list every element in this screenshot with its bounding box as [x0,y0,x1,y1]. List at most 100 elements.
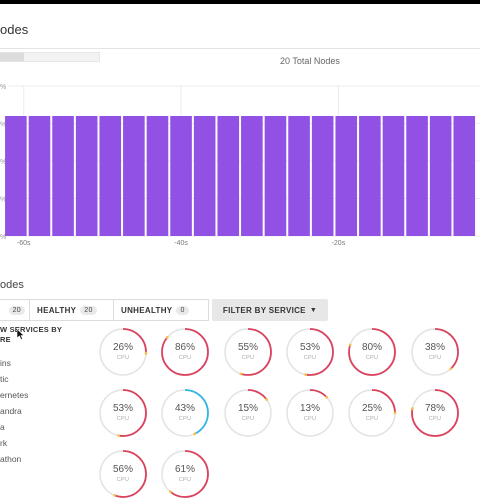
node-cpu-gauge[interactable]: 25% CPU [347,388,397,438]
node-cpu-gauge[interactable]: 55% CPU [223,327,273,377]
tab-healthy-count-badge: 20 [80,305,97,315]
node-cpu-gauge[interactable]: 53% CPU [98,388,148,438]
time-range-selected-segment[interactable] [0,53,24,61]
service-item[interactable]: tic [0,374,9,384]
chart-bar [170,116,192,236]
gauge-percent: 53% [299,342,320,353]
y-tick-label: % [0,122,6,129]
gauge-metric-label: CPU [303,416,317,422]
time-range-segmented-control[interactable] [0,52,100,62]
chart-bar [146,116,169,236]
gauge-metric-label: CPU [365,355,379,361]
gauge-value-arc [99,389,147,437]
gauge-percent: 13% [299,403,320,414]
gauge-ring [161,328,209,376]
gauge-ring [224,328,272,376]
gauge-value-arc [348,328,396,376]
gauge-value-arc [411,389,459,437]
node-cpu-gauge[interactable]: 78% CPU [410,388,460,438]
chart-bar [75,116,98,236]
node-cpu-gauge[interactable]: 53% CPU [285,327,335,377]
node-cpu-gauge[interactable]: 80% CPU [347,327,397,377]
gauge-metric-label: CPU [178,416,192,422]
node-cpu-gauge[interactable]: 26% CPU [98,327,148,377]
gauge-value-arc [286,328,334,376]
gauge-ring [161,389,209,437]
filter-by-service-label: FILTER BY SERVICE [222,305,306,315]
gauge-percent: 56% [112,464,133,475]
gauge-tip-marker [393,411,397,415]
service-item[interactable]: ins [0,358,11,368]
node-cpu-gauge[interactable]: 43% CPU [160,388,210,438]
chart-bar [193,116,216,236]
chart-bar [359,116,381,236]
gauge-metric-label: CPU [365,416,379,422]
gauge-percent: 25% [361,403,382,414]
node-cpu-gauge[interactable]: 56% CPU [98,449,148,499]
node-status-tabs: 20 HEALTHY 20 UNHEALTHY 0 [0,299,209,321]
gauge-ring [411,328,459,376]
gauge-value-arc [161,389,209,437]
x-tick-label: -20s [332,240,346,247]
chart-bar [453,116,476,236]
gauge-percent: 26% [112,342,133,353]
x-tick-label: -40s [174,240,188,247]
chart-bar [406,116,428,236]
chart-bar [382,116,405,236]
y-tick-label: % [0,159,6,166]
chart-bar [429,116,452,236]
gauge-tip-marker [325,395,329,399]
chart-bar [288,116,310,236]
gauge-value-arc [99,328,147,376]
gauge-value-arc [224,328,272,376]
service-item[interactable]: andra [0,406,22,416]
node-cpu-gauge[interactable]: 13% CPU [285,388,335,438]
gauge-tip-marker [449,367,453,371]
services-list: ins tic ernetes andra a rk athon [0,358,40,470]
gauge-metric-label: CPU [116,355,130,361]
gauge-percent: 38% [424,342,445,353]
tab-all[interactable]: 20 [0,299,30,321]
gauge-percent: 61% [174,464,195,475]
node-cpu-gauge[interactable]: 61% CPU [160,449,210,499]
service-item[interactable]: athon [0,454,22,464]
chart-bar [5,116,27,236]
service-item[interactable]: a [0,422,5,432]
tab-unhealthy[interactable]: UNHEALTHY 0 [113,299,209,321]
tab-healthy[interactable]: HEALTHY 20 [29,299,114,321]
gauge-metric-label: CPU [178,355,192,361]
service-item[interactable]: ernetes [0,390,29,400]
gauge-metric-label: CPU [116,477,130,483]
node-cpu-gauge[interactable]: 38% CPU [410,327,460,377]
chart-bar [99,116,122,236]
mouse-cursor-icon [17,329,25,340]
gauge-value-arc [224,389,272,437]
gauge-metric-label: CPU [178,477,192,483]
y-tick-label: % [0,234,6,241]
gauge-ring [99,389,147,437]
gauge-tip-marker [239,372,243,376]
gauge-value-arc [161,328,209,376]
gauge-metric-label: CPU [241,416,255,422]
gauge-metric-label: CPU [241,355,255,361]
gauge-percent: 55% [237,342,258,353]
gauge-tip-marker [144,352,148,355]
gauge-value-arc [411,328,459,376]
window-top-bar [0,0,480,4]
gauge-metric-label: CPU [116,416,130,422]
node-cpu-gauge[interactable]: 86% CPU [160,327,210,377]
gauge-metric-label: CPU [428,355,442,361]
service-item[interactable]: rk [0,438,8,448]
tab-healthy-label: HEALTHY [37,305,77,315]
gauge-tip-marker [193,432,197,436]
filter-by-service-button[interactable]: FILTER BY SERVICE ▼ [212,299,328,321]
chart-bar [311,116,334,236]
gauge-ring [286,328,334,376]
chart-bar [217,116,240,236]
gauge-percent: 78% [424,403,445,414]
y-tick-label: % [0,197,6,204]
node-cpu-gauge[interactable]: 15% CPU [223,388,273,438]
gauge-tip-marker [168,490,172,494]
chart-bar [241,116,263,236]
gauge-ring [99,328,148,376]
